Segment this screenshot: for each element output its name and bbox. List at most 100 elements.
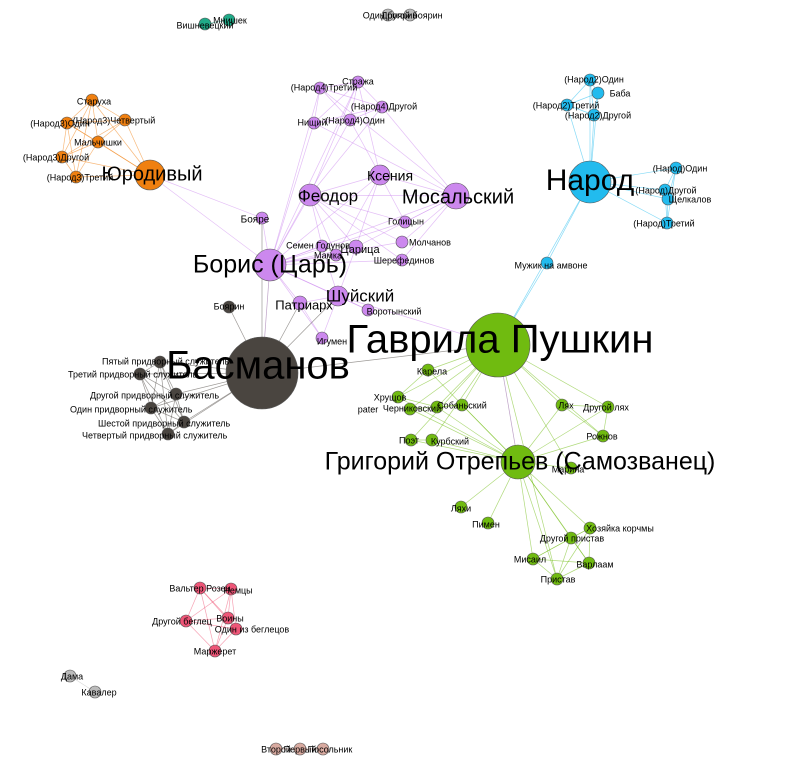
node-rozhnov[interactable] [596,429,610,443]
node-posolnik[interactable] [316,742,330,756]
node-basmanov[interactable] [225,336,299,410]
edge-pyatyy-chetvprid [159,361,169,435]
node-drugoybeglets[interactable] [179,614,193,628]
node-label-chetvprid: Четвертый придворный служитель [82,430,228,440]
node-marina[interactable] [564,461,578,475]
node-vishnevetskiy[interactable] [198,17,212,31]
node-shuyskiy[interactable] [327,285,349,307]
node-igumen[interactable] [315,331,329,345]
node-lyahi[interactable] [454,500,468,514]
node-staruha[interactable] [85,93,99,107]
node-ntretiy[interactable] [660,216,674,230]
node-vtoroy[interactable] [269,742,283,756]
node-grigoriy[interactable] [500,444,536,480]
node-label-kavaler: Кавалер [81,687,116,697]
edge-feodor-strazha [309,81,359,196]
node-lyah[interactable] [555,398,569,412]
node-pimen[interactable] [481,516,495,530]
node-chetvprid[interactable] [161,427,175,441]
node-n2drugoy[interactable] [587,108,601,122]
node-n4drugoy[interactable] [375,100,389,114]
edge-staruha-n3tretiy [75,99,93,178]
node-nemtsy[interactable] [224,582,238,596]
node-molchanov[interactable] [395,235,409,249]
node-label-mamka: Мамка [314,250,342,260]
node-nodin[interactable] [669,161,683,175]
edge-malchishki-n3drugoy [61,141,99,158]
node-kseniya[interactable] [369,164,391,186]
node-label-pervyy: Первый [284,744,317,754]
node-varlaam[interactable] [582,556,596,570]
node-misail[interactable] [526,552,540,566]
node-n3chetv[interactable] [118,113,132,127]
node-hrushov[interactable] [391,390,405,404]
node-pervyy[interactable] [293,742,307,756]
edge-lyah-rozhnov [561,404,604,437]
node-chernikovskiy[interactable] [430,400,444,414]
node-narod[interactable] [568,160,612,204]
node-n3drugoy[interactable] [55,150,69,164]
node-n4odin[interactable] [343,113,357,127]
edge-feodor-n4drugoy [309,106,383,196]
node-pyatyy[interactable] [153,355,167,369]
node-vorotynskiy[interactable] [361,303,375,317]
node-boris[interactable] [253,248,287,282]
node-shestoy[interactable] [177,415,191,429]
node-malchishki[interactable] [91,135,105,149]
edge-nemtsy-drugoybeglets [185,588,232,622]
node-valter[interactable] [193,581,207,595]
node-n4tretiy[interactable] [313,81,327,95]
node-n3tretiy[interactable] [69,170,83,184]
node-sobanskiy[interactable] [455,398,469,412]
node-kurbskiy[interactable] [425,433,439,447]
node-label-odinboyarin: Один боярин [363,10,418,20]
node-yurodiviy[interactable] [134,159,166,191]
node-muzhik[interactable] [540,256,554,270]
node-kavaler[interactable] [88,685,102,699]
node-drugoyboyarin[interactable] [403,8,417,22]
node-tsaritsa[interactable] [348,239,364,255]
node-sheref[interactable] [395,253,409,267]
node-gavrila[interactable] [465,312,531,378]
node-n2odin[interactable] [583,73,597,87]
node-marzheret[interactable] [208,644,222,658]
edge-boris-nishiy [269,122,315,266]
node-pater[interactable] [403,402,417,416]
node-odinboyarin[interactable] [381,8,395,22]
node-label-patriarh: Патриарх [275,297,333,312]
edge-tretiyprid-shestoy [139,373,185,423]
node-nishiy[interactable] [307,116,321,130]
node-odinbeglets[interactable] [229,622,243,636]
node-drugoylyah[interactable] [601,400,615,414]
node-odinprid[interactable] [144,401,158,415]
node-drugoyprid[interactable] [169,387,183,401]
node-patriarh[interactable] [292,295,308,311]
node-feodor[interactable] [298,183,322,207]
node-mamka[interactable] [329,248,343,262]
node-golitsyn[interactable] [398,215,412,229]
node-dama[interactable] [63,669,77,683]
node-strazha[interactable] [351,75,365,89]
node-tretiyprid[interactable] [133,367,147,381]
node-hozyayka[interactable] [583,521,597,535]
node-poet[interactable] [404,433,418,447]
node-shelkalov[interactable] [661,192,675,206]
node-label-n3drugoy: (Народ3)Другой [23,152,89,162]
edge-yurodiviy-staruha [91,99,151,176]
node-boyarin[interactable] [222,300,236,314]
node-mosalskiy[interactable] [442,182,470,210]
node-drugoypristav[interactable] [564,531,578,545]
node-label-valter: Вальтер Розен [169,583,230,593]
node-semen[interactable] [315,239,329,253]
node-n3odin[interactable] [60,116,74,130]
node-label-igumen: Игумен [317,336,347,346]
node-boyare[interactable] [255,211,269,225]
edge-n4tretiy-strazha [319,81,359,89]
node-voiny[interactable] [221,611,235,625]
node-pristav[interactable] [550,572,564,586]
node-baba[interactable] [591,86,605,100]
node-mnishek[interactable] [222,13,236,27]
node-label-rozhnov: Рожнов [586,431,618,441]
node-n2tretiy[interactable] [560,98,574,112]
node-karela[interactable] [421,363,435,377]
